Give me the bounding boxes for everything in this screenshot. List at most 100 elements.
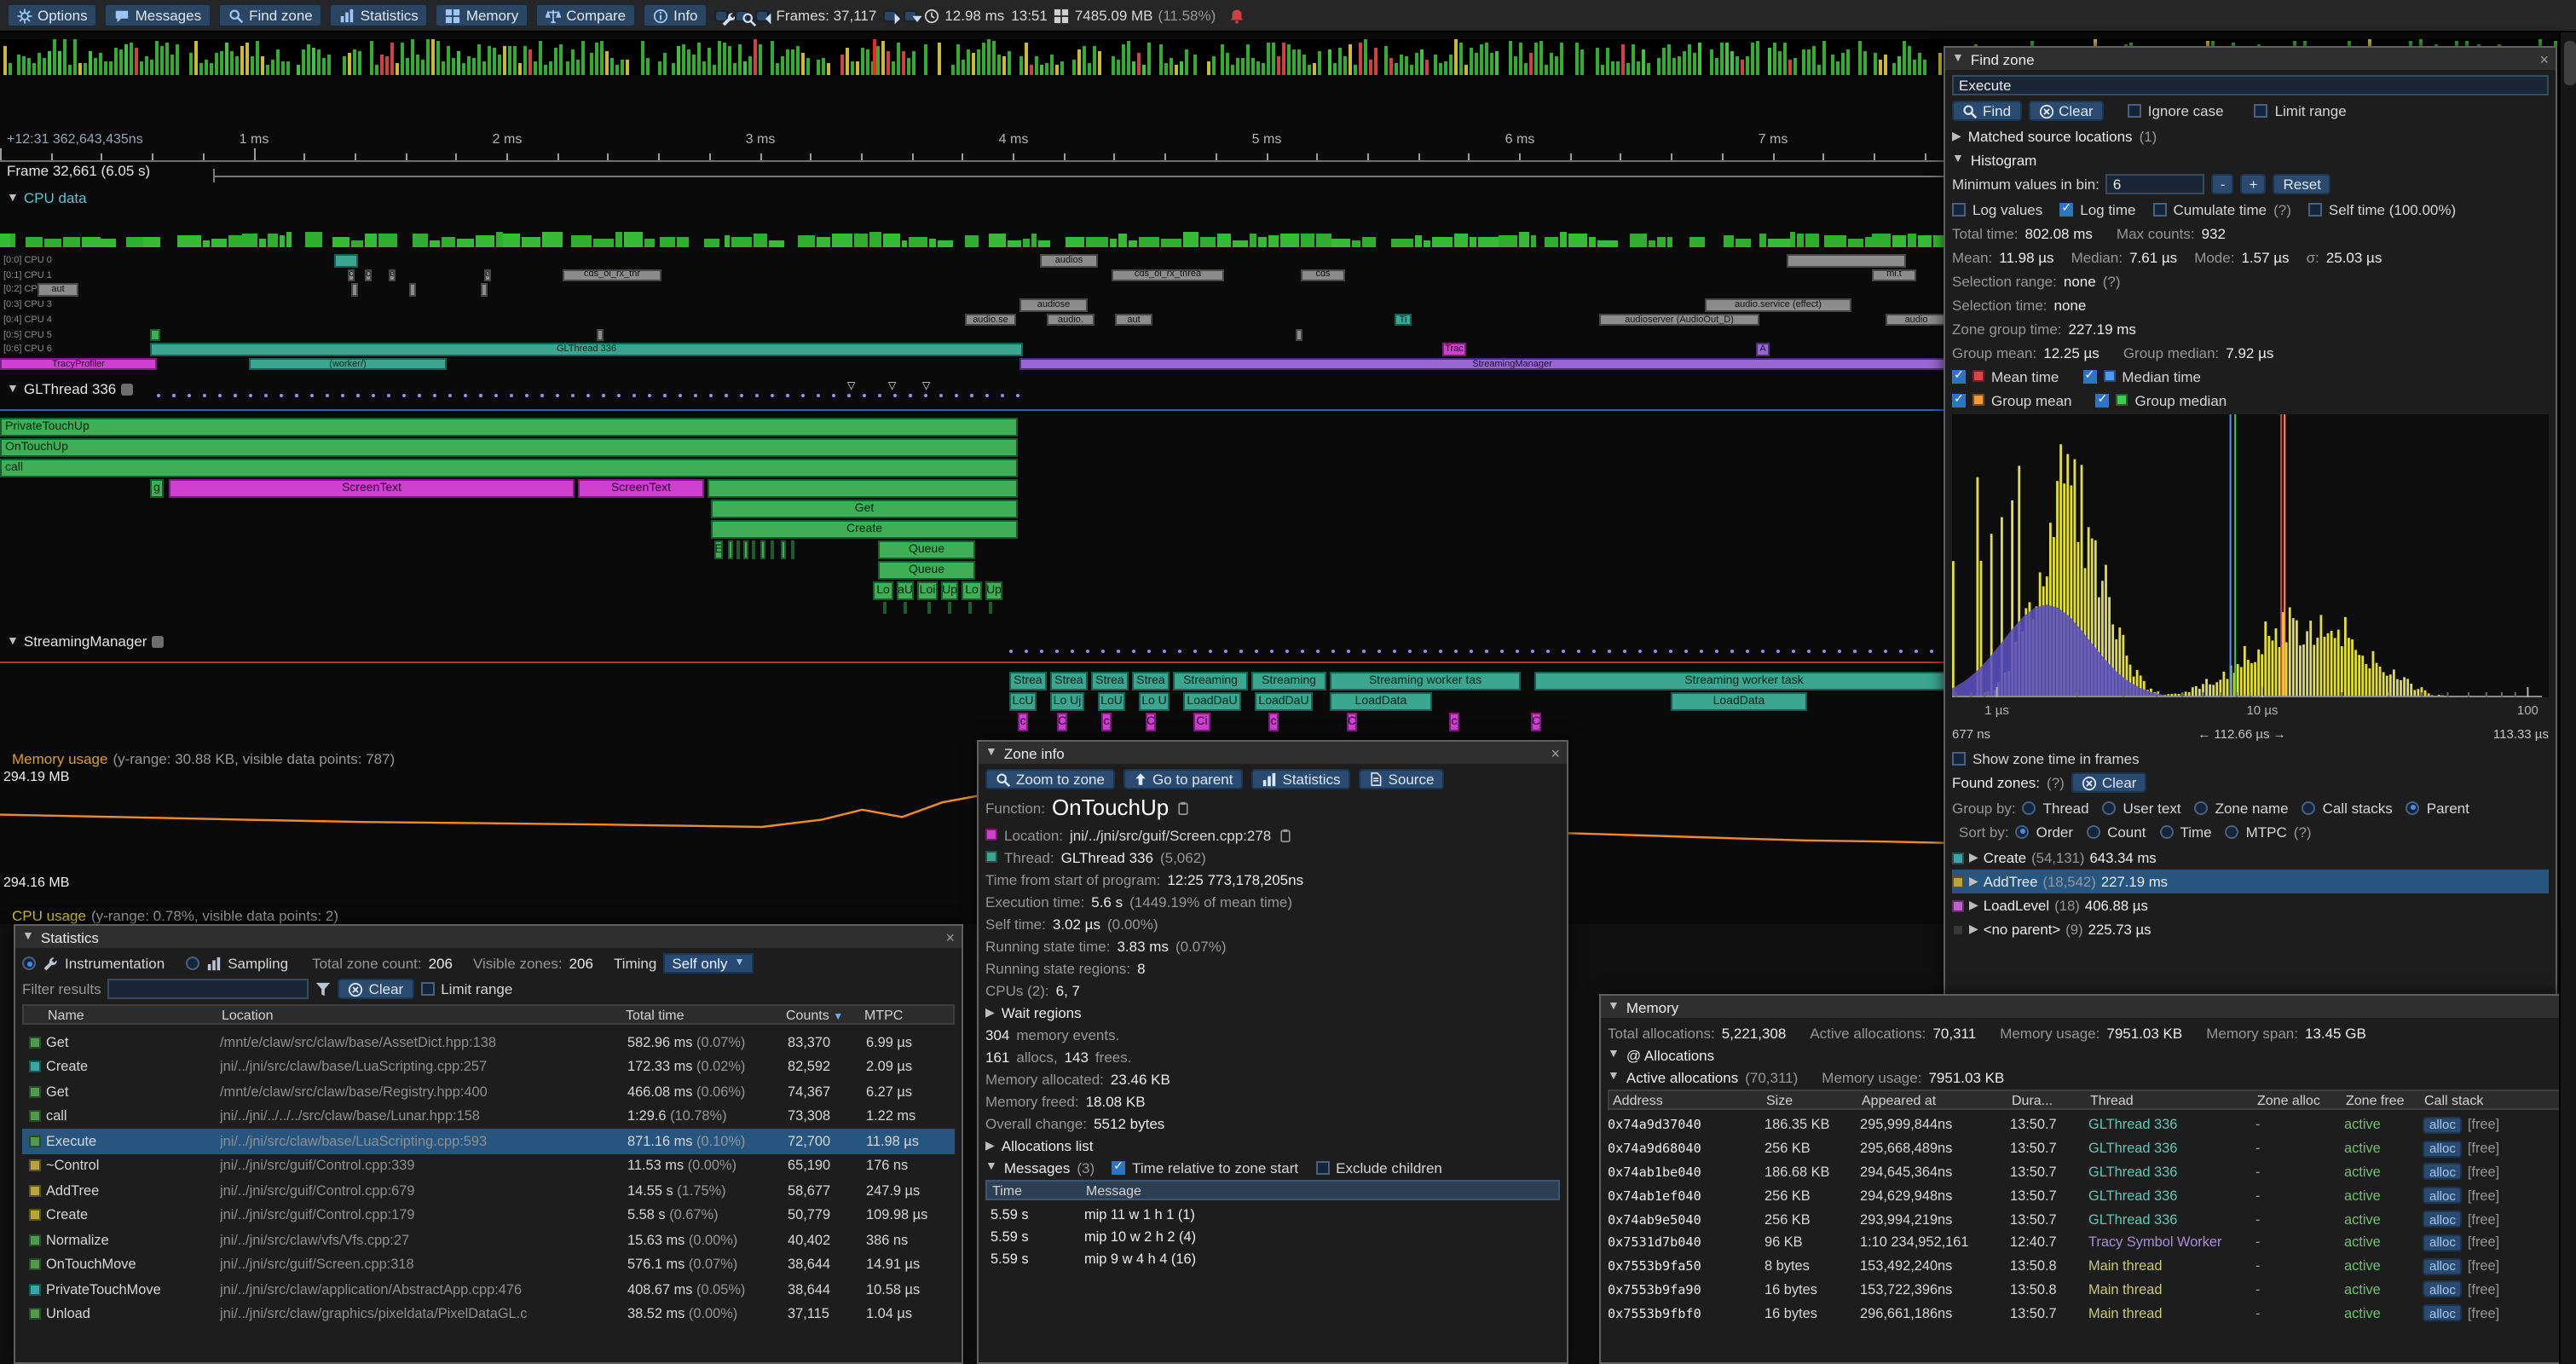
frame-bar[interactable] — [1666, 44, 1671, 75]
collapse-icon[interactable]: ▼ — [7, 383, 19, 395]
memory-allocation-row[interactable]: 0x74ab1be040 186.68 KB 294,645,364ns 13:50.… — [1608, 1160, 2567, 1184]
frame-bar[interactable] — [281, 61, 286, 75]
frame-bar[interactable] — [1410, 64, 1414, 75]
frame-bar[interactable] — [687, 49, 690, 75]
statistics-row[interactable]: Create jni/../jni/src/claw/base/LuaScript… — [22, 1055, 955, 1079]
frame-bar[interactable] — [748, 55, 752, 75]
sort-by-radio-order[interactable] — [2015, 824, 2030, 838]
frame-bar[interactable] — [1863, 51, 1868, 75]
message-dot[interactable] — [402, 394, 407, 398]
message-dot[interactable] — [1715, 650, 1719, 654]
frame-bar[interactable] — [286, 61, 291, 75]
message-dot[interactable] — [1101, 650, 1106, 654]
timeline-zone[interactable]: Streaming worker task — [1534, 672, 1954, 691]
statistics-titlebar[interactable]: ▼ Statistics × — [15, 926, 962, 948]
frame-bar[interactable] — [32, 62, 36, 75]
frame-bar[interactable] — [662, 53, 666, 75]
timeline-zone[interactable]: Up — [985, 581, 1002, 600]
message-dot[interactable] — [1746, 650, 1750, 654]
frame-bar[interactable] — [1358, 42, 1361, 75]
message-dot[interactable] — [540, 394, 545, 398]
timeline-zone[interactable]: LoadDaU — [1255, 692, 1313, 711]
frame-bar[interactable] — [1025, 43, 1029, 75]
frame-bar[interactable] — [1282, 42, 1286, 75]
message-dot[interactable] — [878, 394, 882, 398]
go-to-parent-button[interactable]: Go to parent — [1123, 769, 1244, 789]
alloc-address[interactable]: 0x7553b9fbf0 — [1608, 1305, 1701, 1321]
frame-bar[interactable] — [1060, 61, 1065, 75]
frame-bar[interactable] — [1464, 64, 1469, 75]
message-dot[interactable] — [1224, 650, 1228, 654]
frame-bar[interactable] — [1318, 50, 1322, 75]
cpu-zone[interactable]: aut — [1115, 313, 1152, 327]
statistics-row[interactable]: OnTouchMove jni/../jni/src/guif/Screen.cp… — [22, 1252, 955, 1277]
message-dot[interactable] — [1776, 650, 1781, 654]
message-dot[interactable] — [1193, 650, 1198, 654]
timeline-zone[interactable]: Up — [941, 581, 958, 600]
frame-bar[interactable] — [1389, 57, 1394, 75]
frame-bar[interactable] — [1292, 49, 1297, 75]
frame-bar[interactable] — [245, 42, 250, 75]
message-dot[interactable] — [1454, 650, 1458, 654]
message-dot[interactable] — [1654, 650, 1658, 654]
frame-bar[interactable] — [821, 57, 825, 75]
frame-bar[interactable] — [472, 58, 477, 75]
message-dot[interactable] — [356, 394, 361, 398]
thread-pin-icon[interactable] — [121, 383, 134, 395]
frame-bar[interactable] — [1272, 42, 1276, 75]
frame-bar[interactable] — [401, 43, 405, 75]
frame-bar[interactable] — [62, 39, 66, 75]
self-time-checkbox[interactable] — [2307, 202, 2322, 216]
cpu-zone[interactable]: cds_ol_rx_thr — [563, 269, 661, 282]
frame-bar[interactable] — [477, 43, 482, 75]
expand-icon[interactable]: ▶ — [1969, 924, 1978, 936]
zone-statistics-button[interactable]: Statistics — [1251, 769, 1351, 789]
alloc-callstack-button[interactable]: alloc — [2423, 1304, 2463, 1322]
alloc-address[interactable]: 0x74a9d37040 — [1608, 1117, 1701, 1133]
message-dot[interactable] — [679, 394, 683, 398]
frame-bar[interactable] — [103, 61, 107, 75]
frame-bar[interactable] — [1206, 61, 1210, 75]
message-dot[interactable] — [1147, 650, 1152, 654]
frame-bar[interactable] — [924, 43, 927, 75]
frame-bar[interactable] — [149, 60, 153, 75]
statistics-row[interactable]: Normalize jni/../jni/src/claw/vfs/Vfs.cpp… — [22, 1228, 955, 1252]
timeline-zone[interactable] — [791, 540, 794, 559]
message-dot[interactable] — [1822, 650, 1827, 654]
frame-bar[interactable] — [1045, 62, 1049, 75]
frame-bar[interactable] — [375, 64, 379, 75]
frame-bar[interactable] — [352, 49, 356, 75]
frame-bar[interactable] — [1539, 41, 1544, 75]
frame-bar[interactable] — [806, 57, 811, 75]
frame-bar[interactable] — [1661, 47, 1666, 75]
frame-bar[interactable] — [590, 52, 594, 75]
frame-bar[interactable] — [621, 59, 625, 75]
frame-bar[interactable] — [98, 53, 102, 75]
collapse-icon[interactable]: ▼ — [1608, 1049, 1620, 1061]
frame-bar[interactable] — [991, 41, 995, 75]
frame-bar[interactable] — [467, 55, 471, 75]
message-dot[interactable] — [1239, 650, 1244, 654]
alloc-callstack-button[interactable]: alloc — [2423, 1163, 2463, 1181]
timeline-zone[interactable]: ScreenText — [578, 479, 704, 498]
message-dot[interactable] — [602, 394, 606, 398]
group-by-radio-zone-name[interactable] — [2194, 800, 2209, 814]
message-dot[interactable] — [1117, 650, 1121, 654]
fz-limit-range-checkbox[interactable] — [2254, 104, 2268, 118]
frame-bar[interactable] — [595, 43, 599, 75]
histogram-toggle[interactable]: Histogram — [1970, 151, 2037, 168]
zone-source-button[interactable]: Source — [1359, 769, 1445, 789]
timeline-zone[interactable]: Strea — [1009, 672, 1047, 691]
frame-bar[interactable] — [1672, 57, 1676, 75]
frame-bar[interactable] — [610, 58, 615, 75]
frame-bar[interactable] — [1755, 41, 1759, 75]
frame-bar[interactable] — [390, 43, 395, 75]
frame-bar[interactable] — [1836, 61, 1840, 75]
wait-regions-toggle[interactable]: Wait regions — [1001, 1003, 1082, 1020]
collapse-icon[interactable]: ▼ — [1952, 153, 1964, 165]
message-dot[interactable] — [494, 394, 499, 398]
frame-bar[interactable] — [1434, 54, 1438, 75]
toolbar-button-messages[interactable]: Messages — [104, 3, 212, 27]
frame-bar[interactable] — [1384, 45, 1389, 75]
memory-allocation-row[interactable]: 0x7553b9fbf0 16 bytes 296,661,186ns 13:50.7… — [1608, 1302, 2567, 1326]
